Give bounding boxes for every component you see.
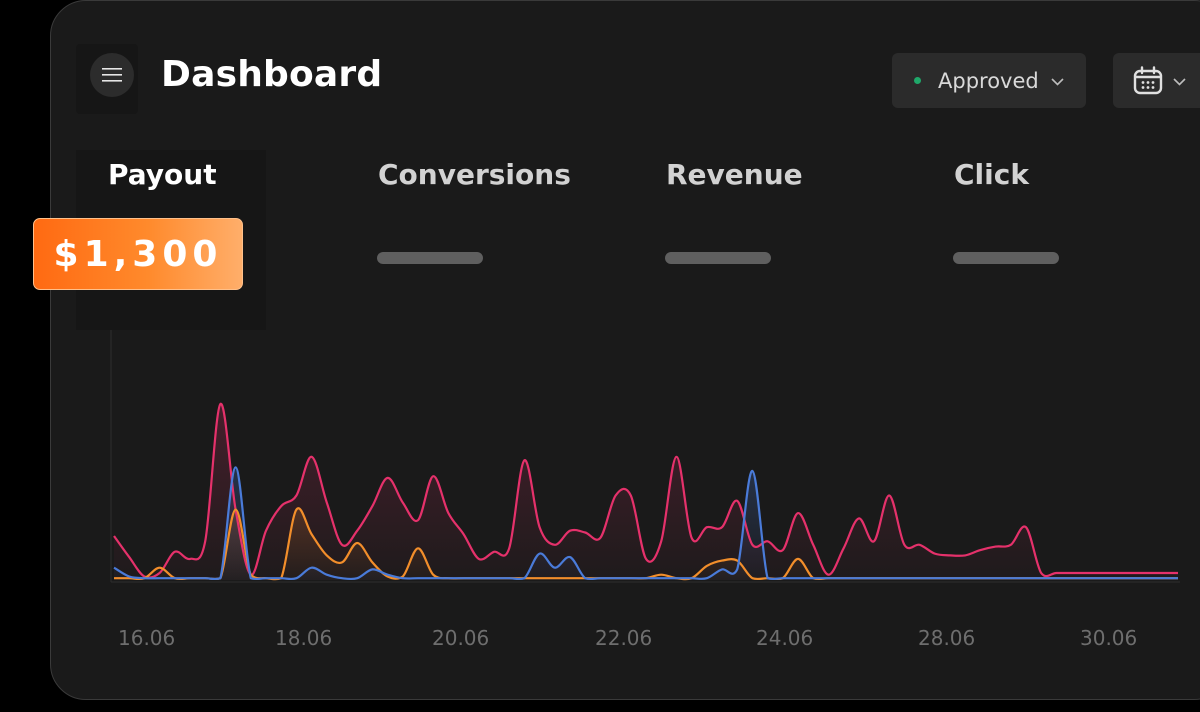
x-tick-label: 24.06 — [756, 626, 814, 650]
tab-click[interactable]: Click — [954, 158, 1029, 191]
payout-value-badge: $1,300 — [33, 218, 243, 290]
date-picker-button[interactable] — [1113, 53, 1200, 108]
series-line-0 — [113, 402, 1178, 579]
revenue-value-placeholder — [665, 252, 771, 264]
status-filter-dropdown[interactable]: Approved — [892, 53, 1086, 108]
calendar-icon — [1133, 65, 1163, 94]
series-area-0 — [114, 403, 1178, 580]
menu-button[interactable] — [90, 53, 134, 97]
x-tick-label: 28.06 — [918, 626, 976, 650]
tab-payout[interactable]: Payout — [108, 158, 217, 191]
tab-conversions[interactable]: Conversions — [378, 158, 571, 191]
status-dot-icon — [914, 77, 921, 84]
tab-revenue[interactable]: Revenue — [666, 158, 803, 191]
x-tick-label: 20.06 — [432, 626, 490, 650]
x-tick-label: 18.06 — [275, 626, 333, 650]
chevron-down-icon — [1051, 72, 1064, 90]
series-line-2 — [113, 466, 1178, 581]
x-tick-label: 16.06 — [118, 626, 176, 650]
conversions-value-placeholder — [377, 252, 483, 264]
x-tick-label: 22.06 — [595, 626, 653, 650]
x-tick-label: 30.06 — [1080, 626, 1138, 650]
page-title: Dashboard — [161, 54, 383, 95]
chevron-down-icon — [1173, 72, 1186, 90]
dashboard-panel — [50, 0, 1200, 700]
status-filter-label: Approved — [938, 68, 1039, 93]
click-value-placeholder — [953, 252, 1059, 264]
hamburger-menu-icon — [102, 68, 122, 82]
